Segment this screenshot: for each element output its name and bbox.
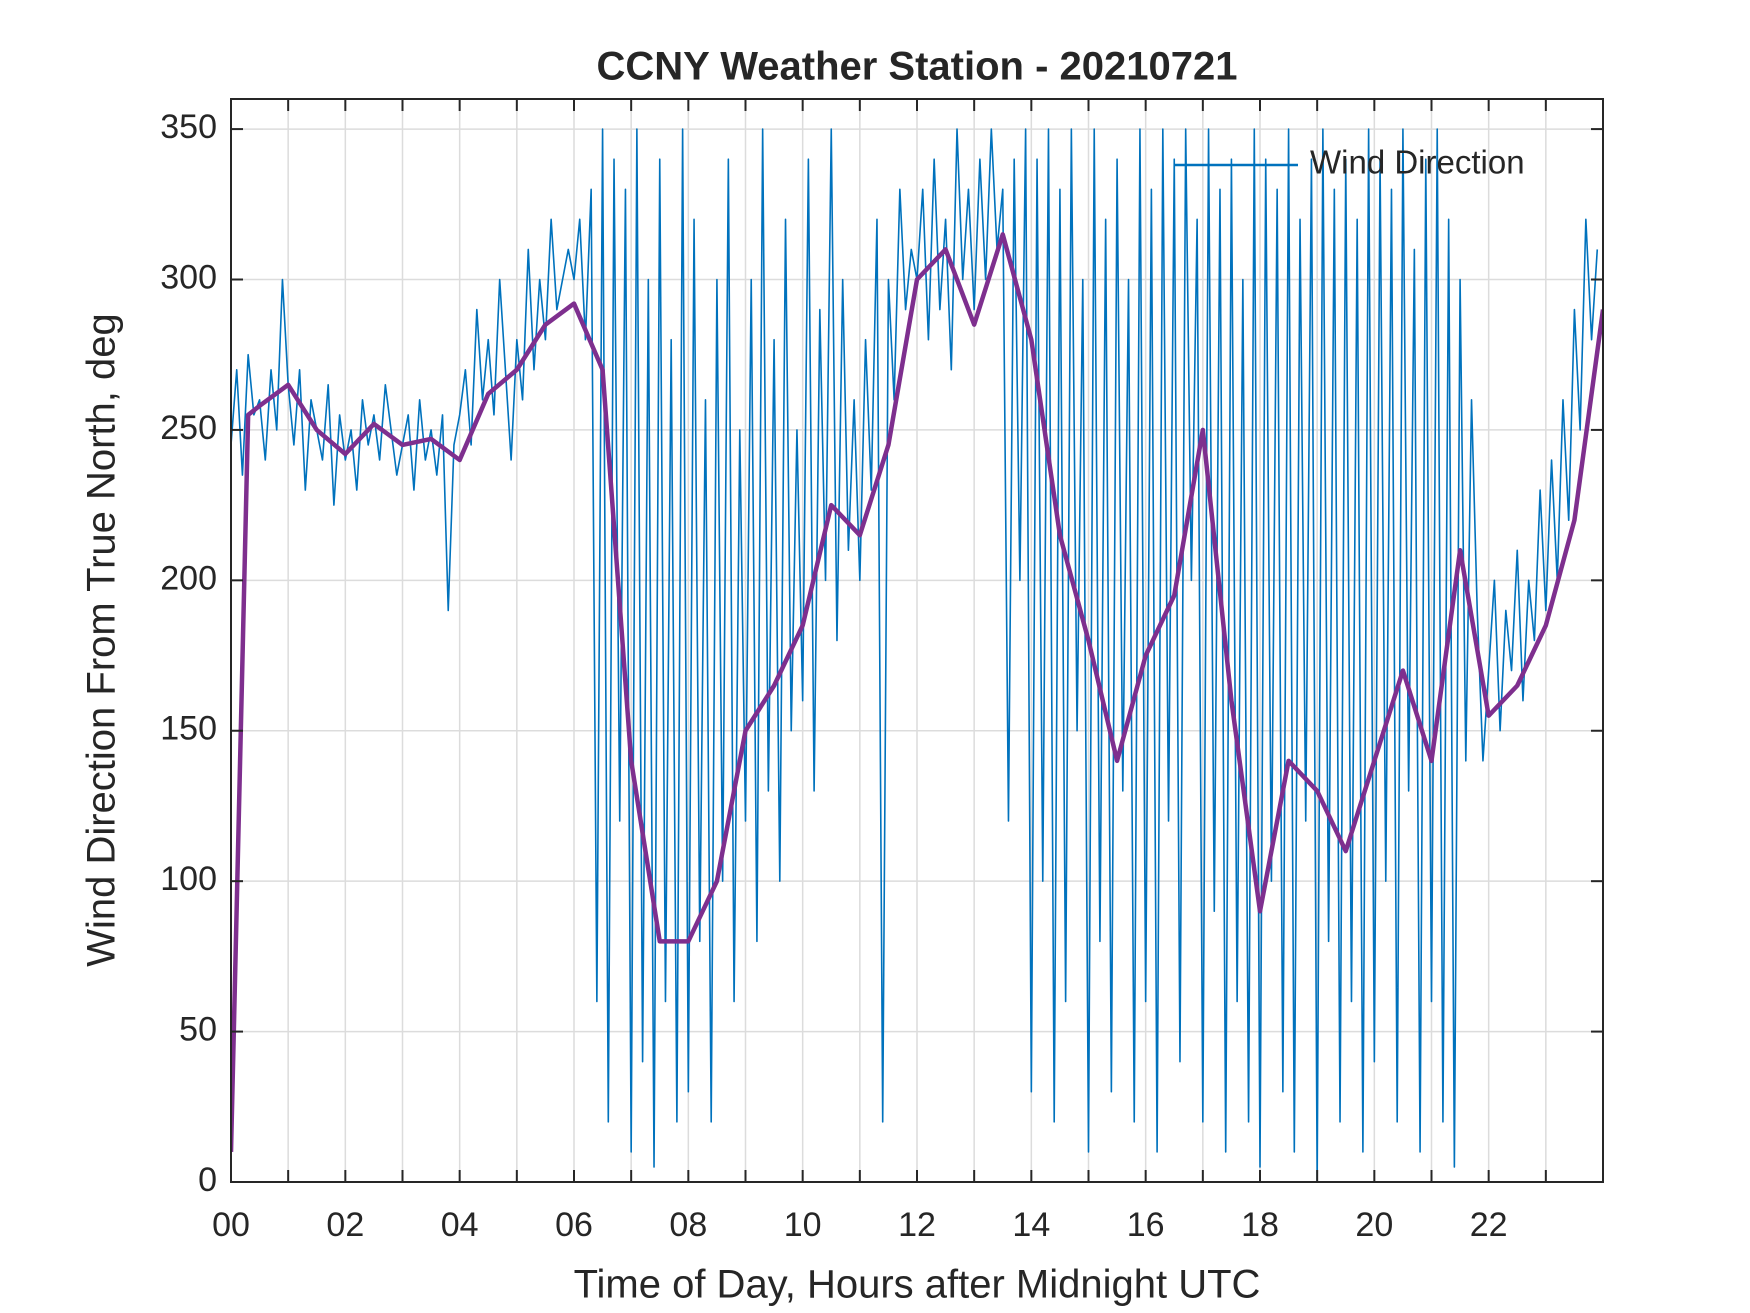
y-tick-label: 300 (160, 258, 217, 296)
x-tick-label: 20 (1355, 1206, 1393, 1244)
x-tick-label: 22 (1470, 1206, 1508, 1244)
x-tick-label: 00 (212, 1206, 250, 1244)
y-tick-label: 200 (160, 559, 217, 597)
x-tick-label: 18 (1241, 1206, 1279, 1244)
x-tick-label: 02 (326, 1206, 364, 1244)
chart-title: CCNY Weather Station - 20210721 (597, 45, 1238, 89)
y-tick-label: 0 (198, 1161, 217, 1199)
x-tick-label: 12 (898, 1206, 936, 1244)
y-tick-label: 350 (160, 108, 217, 146)
data-line (231, 128, 1599, 1182)
y-axis-label: Wind Direction From True North, deg (80, 313, 124, 967)
x-tick-label: 10 (784, 1206, 822, 1244)
x-tick-label: 06 (555, 1206, 593, 1244)
y-tick-label: 100 (160, 860, 217, 898)
y-tick-label: 250 (160, 409, 217, 447)
legend-label: Wind Direction (1310, 144, 1525, 181)
x-tick-label: 04 (441, 1206, 479, 1244)
x-tick-label: 16 (1127, 1206, 1165, 1244)
x-axis-label: Time of Day, Hours after Midnight UTC (574, 1263, 1261, 1307)
y-tick-label: 150 (160, 710, 217, 748)
y-tick-label: 50 (179, 1011, 217, 1049)
data-line (231, 232, 1603, 1152)
plot-area (231, 128, 1603, 1182)
x-tick-label: 14 (1012, 1206, 1050, 1244)
x-tick-label: 08 (669, 1206, 707, 1244)
